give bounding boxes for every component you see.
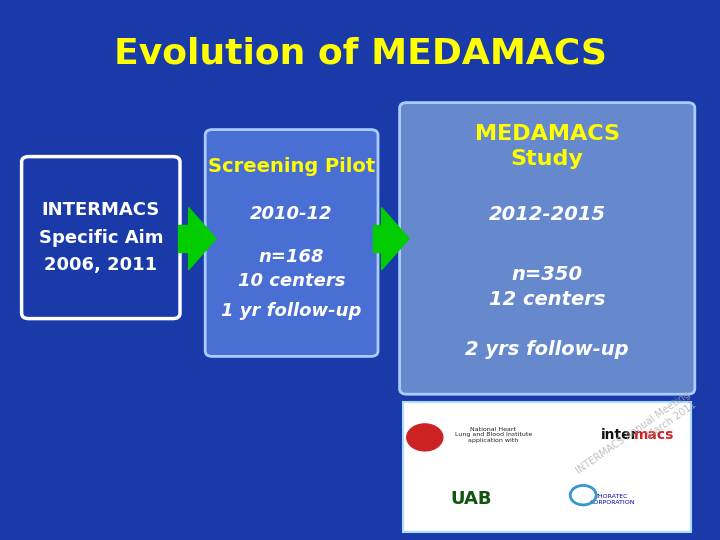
Text: 2 yrs follow-up: 2 yrs follow-up [465,340,629,359]
FancyBboxPatch shape [178,225,189,252]
Text: 2010-12: 2010-12 [251,205,333,223]
Text: National Heart
Lung and Blood Institute
application with: National Heart Lung and Blood Institute … [454,427,532,443]
Text: n=350
12 centers: n=350 12 centers [489,265,606,308]
Polygon shape [382,207,409,269]
FancyBboxPatch shape [373,225,382,252]
Text: inter: inter [601,428,639,442]
Circle shape [407,424,443,451]
FancyBboxPatch shape [400,103,695,394]
Text: INTERMACS
Specific Aim
2006, 2011: INTERMACS Specific Aim 2006, 2011 [39,201,163,274]
Text: INTERMACS Annual Meeting
March 2011: INTERMACS Annual Meeting March 2011 [574,390,698,486]
Text: macs: macs [634,428,674,442]
FancyBboxPatch shape [205,130,378,356]
Polygon shape [189,207,216,269]
FancyBboxPatch shape [403,402,691,532]
Text: MEDAMACS
Study: MEDAMACS Study [474,124,620,169]
FancyBboxPatch shape [22,157,180,319]
Text: Evolution of MEDAMACS: Evolution of MEDAMACS [114,37,606,71]
Text: n=168
10 centers: n=168 10 centers [238,248,346,290]
Text: 2012-2015: 2012-2015 [489,205,606,224]
Text: THORATEC
CORPORATION: THORATEC CORPORATION [589,494,635,505]
Text: UAB: UAB [451,490,492,509]
Text: Screening Pilot: Screening Pilot [208,157,375,176]
Text: 1 yr follow-up: 1 yr follow-up [222,302,361,320]
